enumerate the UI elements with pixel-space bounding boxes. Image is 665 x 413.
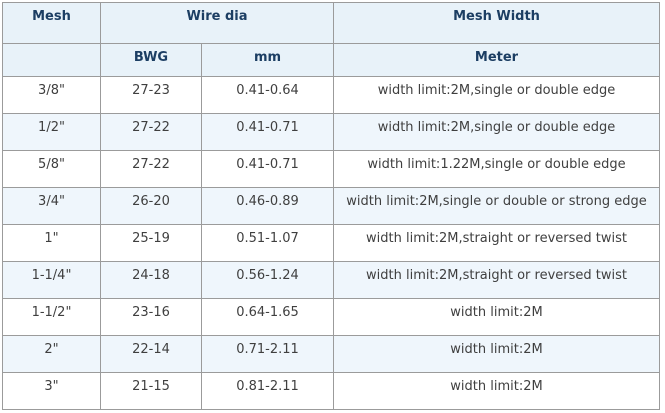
cell-bwg: 25-19 (100, 224, 202, 262)
table-row: 1-1/2" 23-16 0.64-1.65 width limit:2M (2, 298, 660, 336)
cell-meter: width limit:2M (333, 372, 660, 410)
cell-mesh: 5/8" (2, 150, 101, 188)
cell-mesh: 1-1/4" (2, 261, 101, 299)
table-row: 3/4" 26-20 0.46-0.89 width limit:2M,sing… (2, 187, 660, 225)
cell-mesh: 3/8" (2, 76, 101, 114)
sub-header-bwg: BWG (100, 43, 202, 77)
cell-mm: 0.41-0.71 (201, 113, 334, 151)
cell-meter: width limit:2M,single or double edge (333, 113, 660, 151)
table-row: 3/8" 27-23 0.41-0.64 width limit:2M,sing… (2, 76, 660, 114)
cell-meter: width limit:2M,single or double edge (333, 76, 660, 114)
cell-mm: 0.81-2.11 (201, 372, 334, 410)
cell-meter: width limit:2M (333, 298, 660, 336)
sub-header-row: BWG mm Meter (2, 43, 660, 77)
header-group-row: Mesh Wire dia Mesh Width (2, 2, 660, 44)
table-row: 5/8" 27-22 0.41-0.71 width limit:1.22M,s… (2, 150, 660, 188)
mesh-spec-table: Mesh Wire dia Mesh Width BWG mm Meter 3/… (2, 2, 660, 410)
cell-mesh: 1" (2, 224, 101, 262)
cell-mesh: 2" (2, 335, 101, 373)
cell-bwg: 27-23 (100, 76, 202, 114)
cell-bwg: 24-18 (100, 261, 202, 299)
cell-bwg: 27-22 (100, 113, 202, 151)
cell-meter: width limit:2M,straight or reversed twis… (333, 224, 660, 262)
cell-mesh: 1/2" (2, 113, 101, 151)
table-row: 1-1/4" 24-18 0.56-1.24 width limit:2M,st… (2, 261, 660, 299)
cell-mm: 0.51-1.07 (201, 224, 334, 262)
cell-mesh: 1-1/2" (2, 298, 101, 336)
header-mesh: Mesh (2, 2, 101, 44)
cell-bwg: 21-15 (100, 372, 202, 410)
cell-meter: width limit:2M,single or double or stron… (333, 187, 660, 225)
cell-mm: 0.71-2.11 (201, 335, 334, 373)
cell-mm: 0.56-1.24 (201, 261, 334, 299)
cell-mm: 0.46-0.89 (201, 187, 334, 225)
sub-header-mm: mm (201, 43, 334, 77)
cell-bwg: 22-14 (100, 335, 202, 373)
cell-mesh: 3" (2, 372, 101, 410)
cell-mesh: 3/4" (2, 187, 101, 225)
cell-mm: 0.41-0.64 (201, 76, 334, 114)
table-row: 1/2" 27-22 0.41-0.71 width limit:2M,sing… (2, 113, 660, 151)
cell-meter: width limit:2M (333, 335, 660, 373)
cell-bwg: 27-22 (100, 150, 202, 188)
cell-mm: 0.41-0.71 (201, 150, 334, 188)
cell-meter: width limit:2M,straight or reversed twis… (333, 261, 660, 299)
table-row: 1" 25-19 0.51-1.07 width limit:2M,straig… (2, 224, 660, 262)
table-row: 2" 22-14 0.71-2.11 width limit:2M (2, 335, 660, 373)
cell-mm: 0.64-1.65 (201, 298, 334, 336)
header-mesh-width: Mesh Width (333, 2, 660, 44)
cell-bwg: 26-20 (100, 187, 202, 225)
cell-meter: width limit:1.22M,single or double edge (333, 150, 660, 188)
header-wire-dia: Wire dia (100, 2, 334, 44)
sub-header-empty (2, 43, 101, 77)
sub-header-meter: Meter (333, 43, 660, 77)
cell-bwg: 23-16 (100, 298, 202, 336)
table-row: 3" 21-15 0.81-2.11 width limit:2M (2, 372, 660, 410)
